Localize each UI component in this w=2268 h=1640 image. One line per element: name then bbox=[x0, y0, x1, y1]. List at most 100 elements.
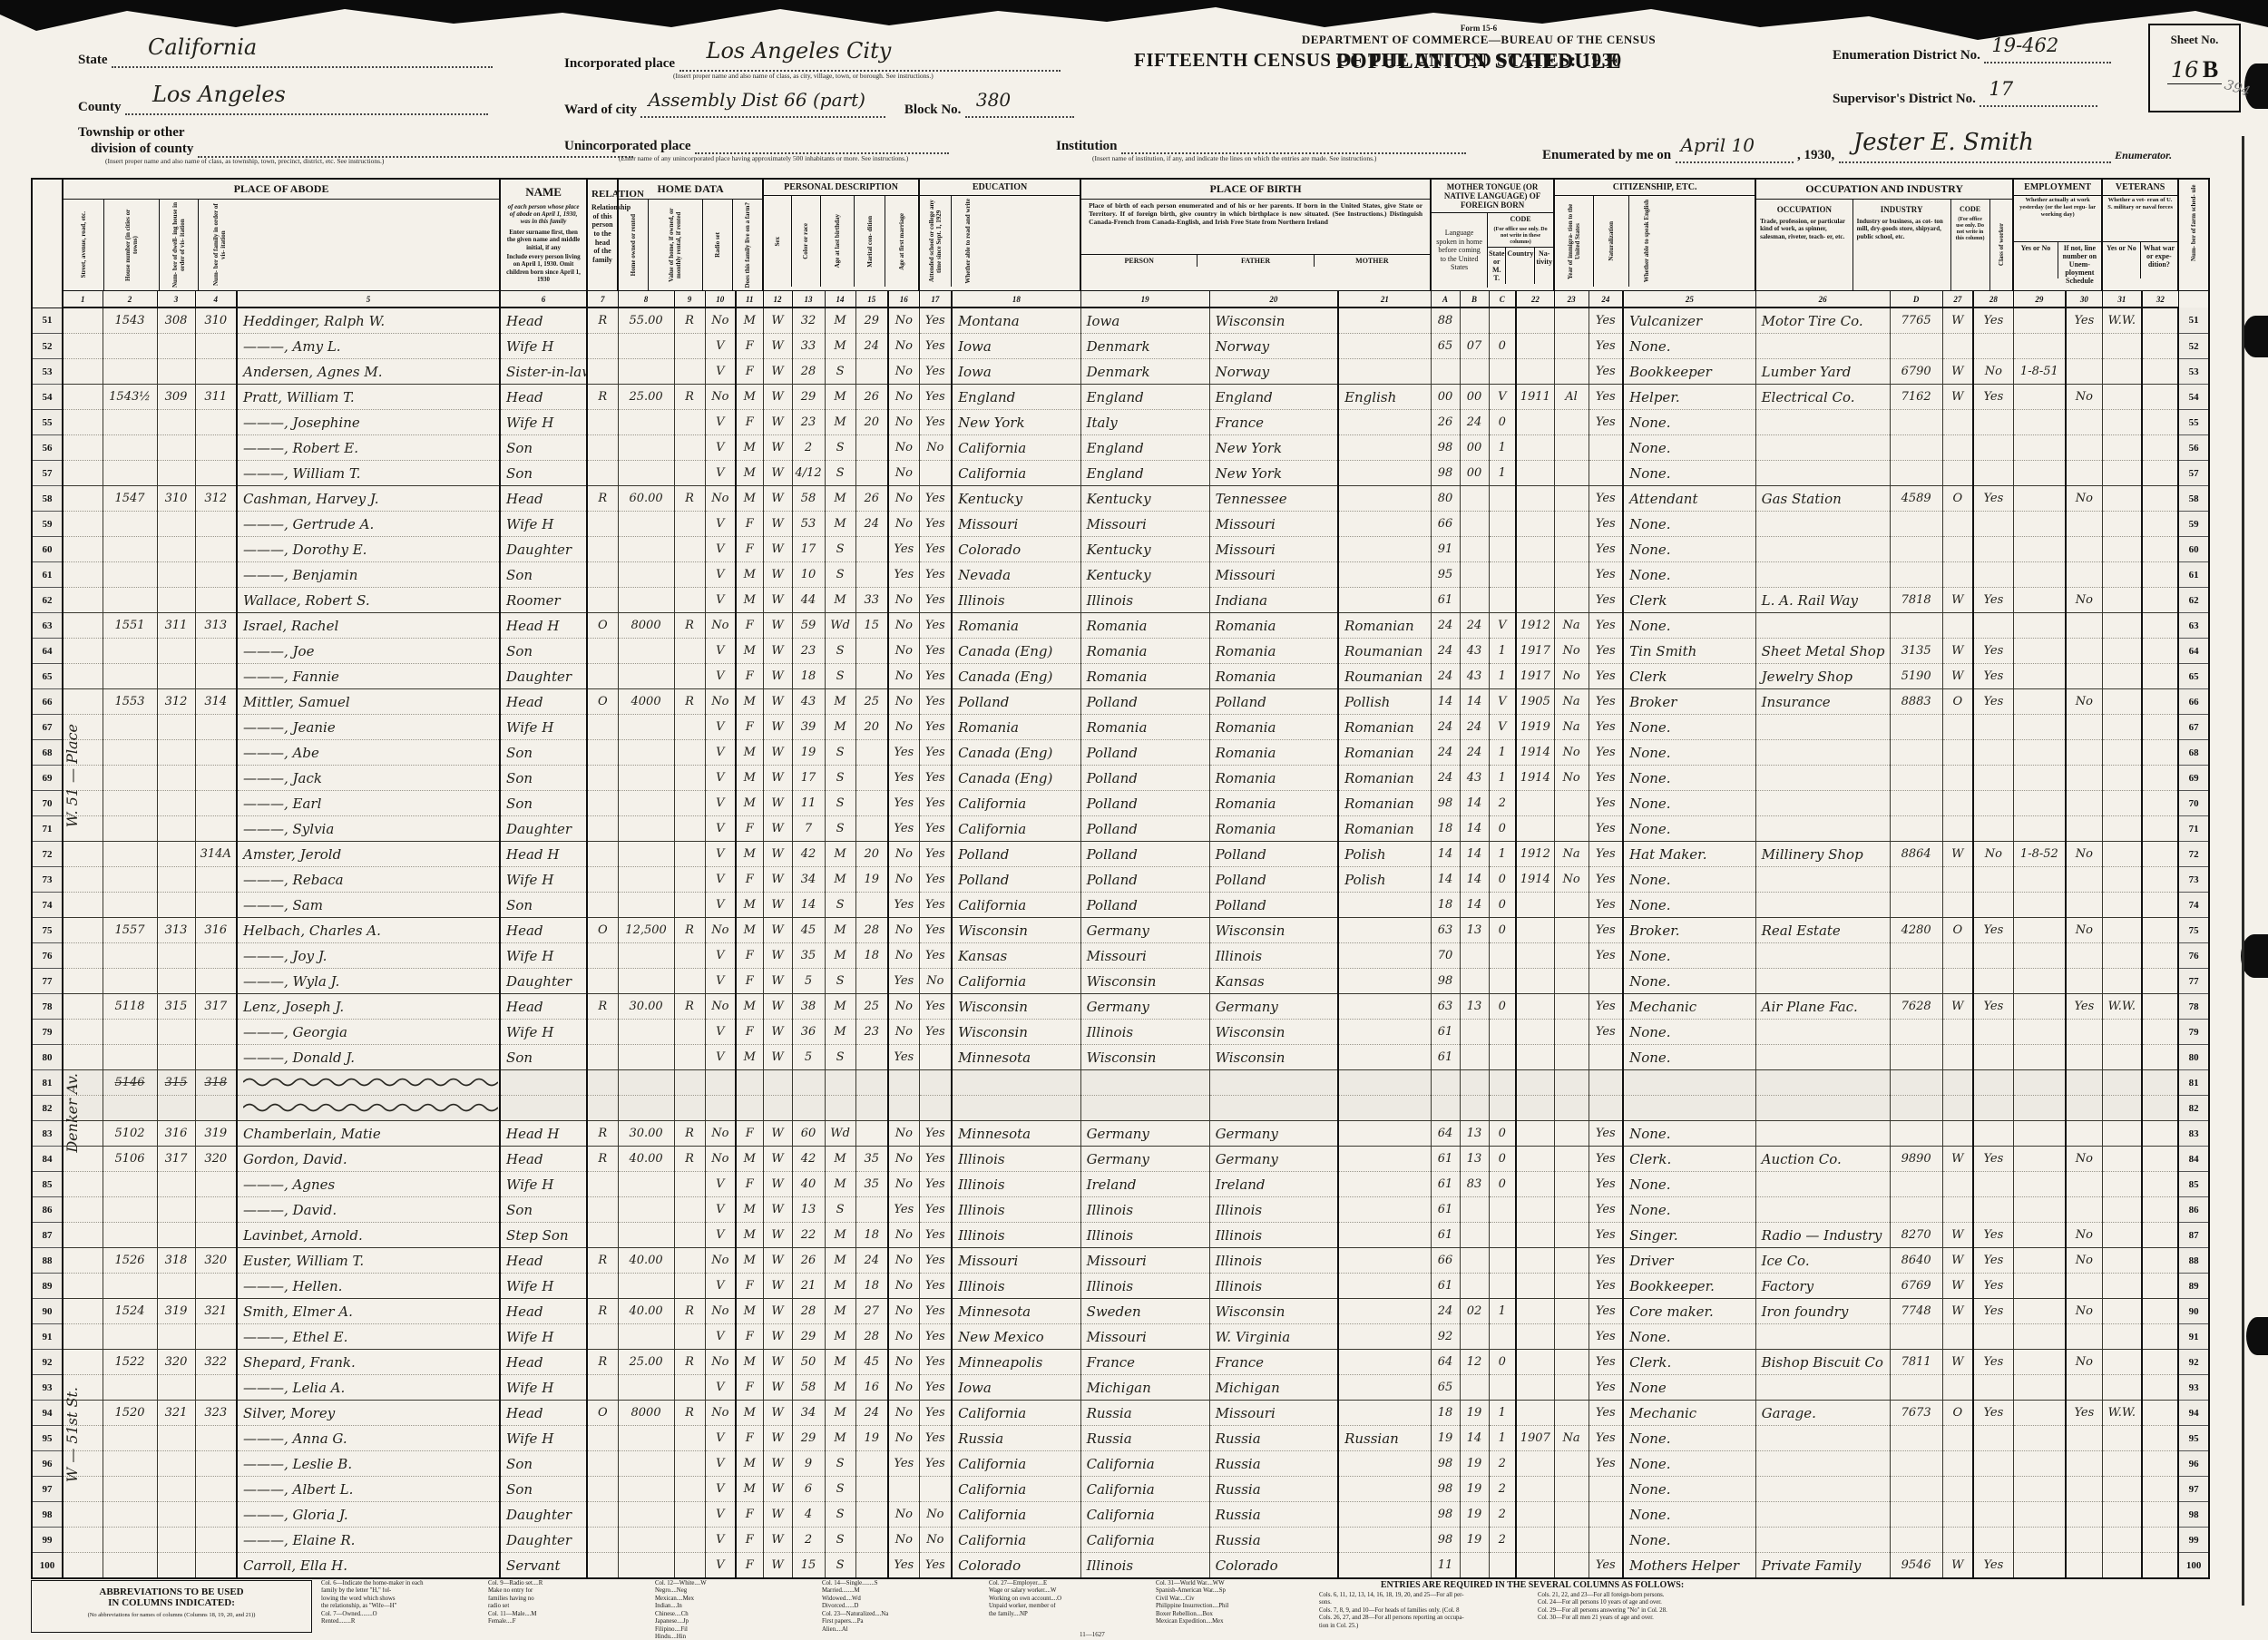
cell-cb bbox=[1460, 358, 1490, 385]
cell-rel: Head bbox=[499, 308, 588, 334]
cell-imm bbox=[1515, 1298, 1555, 1324]
cell-sch: No bbox=[887, 688, 920, 715]
cell-w29 bbox=[2013, 1120, 2067, 1147]
cell-name: ———, Sam bbox=[235, 892, 501, 918]
cell-name: ———, Georgia bbox=[235, 1019, 501, 1045]
cell-w29 bbox=[2013, 460, 2067, 486]
cell-cc: 0 bbox=[1489, 993, 1517, 1020]
cell-fam bbox=[195, 536, 238, 562]
cell-imm bbox=[1515, 1222, 1555, 1248]
cell-val bbox=[618, 1222, 675, 1248]
cell-mar: S bbox=[825, 434, 856, 461]
cell-street bbox=[62, 1171, 103, 1197]
cell-w29 bbox=[2013, 1501, 2067, 1528]
cell-w28: Yes bbox=[1972, 1146, 2014, 1172]
supervisor-district-line: Supervisor's District No. 17 bbox=[1833, 78, 2098, 107]
cell-w29 bbox=[2013, 1476, 2067, 1502]
cell-occ: Broker bbox=[1622, 688, 1756, 715]
cell-bf: Iowa bbox=[1080, 308, 1210, 334]
row-number: 77 bbox=[2177, 968, 2211, 994]
cell-bp: Romania bbox=[951, 612, 1081, 639]
cell-agem: 26 bbox=[855, 384, 889, 410]
cell-race: W bbox=[763, 1222, 793, 1248]
cell-street bbox=[62, 511, 103, 537]
cell-own bbox=[586, 1196, 619, 1223]
col-house-number: House number (in cities or towns) bbox=[123, 209, 139, 281]
cell-val bbox=[618, 790, 675, 816]
cell-eng: Yes bbox=[1589, 688, 1624, 715]
cell-cb: 02 bbox=[1460, 1298, 1490, 1324]
cell-cd bbox=[1890, 536, 1943, 562]
cell-radio bbox=[674, 739, 706, 766]
cell-ind bbox=[1755, 1450, 1891, 1477]
cell-mar: M bbox=[825, 308, 856, 334]
cell-rw: Yes bbox=[919, 739, 953, 766]
cell-mar: M bbox=[825, 1171, 856, 1197]
cell-imm bbox=[1515, 1044, 1555, 1070]
cell-sch: Yes bbox=[887, 815, 920, 842]
cell-rel: Wife H bbox=[499, 866, 588, 893]
cell-cd bbox=[1890, 434, 1943, 461]
cell-street bbox=[62, 892, 103, 918]
cell-bp: California bbox=[951, 1400, 1081, 1426]
cell-bf: Polland bbox=[1080, 688, 1210, 715]
cell-val: 8000 bbox=[618, 1400, 675, 1426]
cell-cb bbox=[1460, 1222, 1490, 1248]
cell-cd: 3135 bbox=[1890, 638, 1943, 664]
cell-bf: Illinois bbox=[1080, 1019, 1210, 1045]
cell-val bbox=[618, 841, 675, 867]
cell-val bbox=[618, 511, 675, 537]
cell-dw bbox=[157, 841, 196, 867]
cell-rel bbox=[499, 1095, 588, 1121]
cell-w29: 1-8-51 bbox=[2013, 358, 2067, 385]
cell-tongue bbox=[1337, 917, 1432, 943]
cell-eng: Yes bbox=[1589, 1171, 1624, 1197]
cell-dw bbox=[157, 1273, 196, 1299]
cell-street bbox=[62, 1247, 103, 1274]
cell-bf: Illinois bbox=[1080, 1196, 1210, 1223]
cell-name: ———, Gloria J. bbox=[235, 1501, 501, 1528]
cell-occ: None. bbox=[1622, 1044, 1756, 1070]
cell-sex: F bbox=[735, 333, 764, 359]
cell-ca: 24 bbox=[1431, 638, 1461, 664]
cell-bf: Kentucky bbox=[1080, 536, 1210, 562]
cell-cd bbox=[1890, 815, 1943, 842]
cell-eng: Yes bbox=[1589, 917, 1624, 943]
cell-eng bbox=[1589, 434, 1624, 461]
cell-rel: Wife H bbox=[499, 714, 588, 740]
cell-name: ———, Sylvia bbox=[235, 815, 501, 842]
row-number: 92 bbox=[32, 1349, 64, 1375]
cell-house: 1543½ bbox=[103, 384, 158, 410]
cell-cc: 1 bbox=[1489, 663, 1517, 689]
column-number: 2 bbox=[103, 290, 158, 308]
column-number: B bbox=[1460, 290, 1490, 308]
table-row: 52 ———, Amy L. Wife H V F W 33 M 24 No Yes Iowa Denm… bbox=[32, 333, 2211, 359]
cell-ind bbox=[1755, 561, 1891, 588]
cell-cd bbox=[1890, 765, 1943, 791]
cell-agem bbox=[855, 892, 889, 918]
cell-rw: Yes bbox=[919, 841, 953, 867]
row-number: 97 bbox=[2177, 1476, 2211, 1502]
cell-tongue bbox=[1337, 434, 1432, 461]
cell-fs bbox=[2141, 688, 2179, 715]
cell-name: ———, Fannie bbox=[235, 663, 501, 689]
cell-v31 bbox=[2102, 663, 2143, 689]
cell-radio bbox=[674, 1222, 706, 1248]
cell-cd bbox=[1890, 714, 1943, 740]
cell-cb: 00 bbox=[1460, 460, 1490, 486]
cell-fs bbox=[2141, 460, 2179, 486]
cell-own bbox=[586, 1044, 619, 1070]
cell-fam bbox=[195, 1476, 238, 1502]
entries-column: Cols. 21, 22, and 23—For all foreign-bor… bbox=[1538, 1592, 1667, 1622]
col-birthplace-person: PERSON bbox=[1081, 255, 1198, 267]
sheet-number-box: Sheet No. 16 B bbox=[2148, 24, 2241, 112]
cell-bm: Norway bbox=[1209, 333, 1339, 359]
cell-sex: M bbox=[735, 1044, 764, 1070]
row-number: 70 bbox=[32, 790, 64, 816]
cell-rel: Wife H bbox=[499, 511, 588, 537]
cell-sex: F bbox=[735, 714, 764, 740]
cell-agem bbox=[855, 536, 889, 562]
cell-ind bbox=[1755, 942, 1891, 969]
cell-street bbox=[62, 866, 103, 893]
cell-ca: 18 bbox=[1431, 892, 1461, 918]
